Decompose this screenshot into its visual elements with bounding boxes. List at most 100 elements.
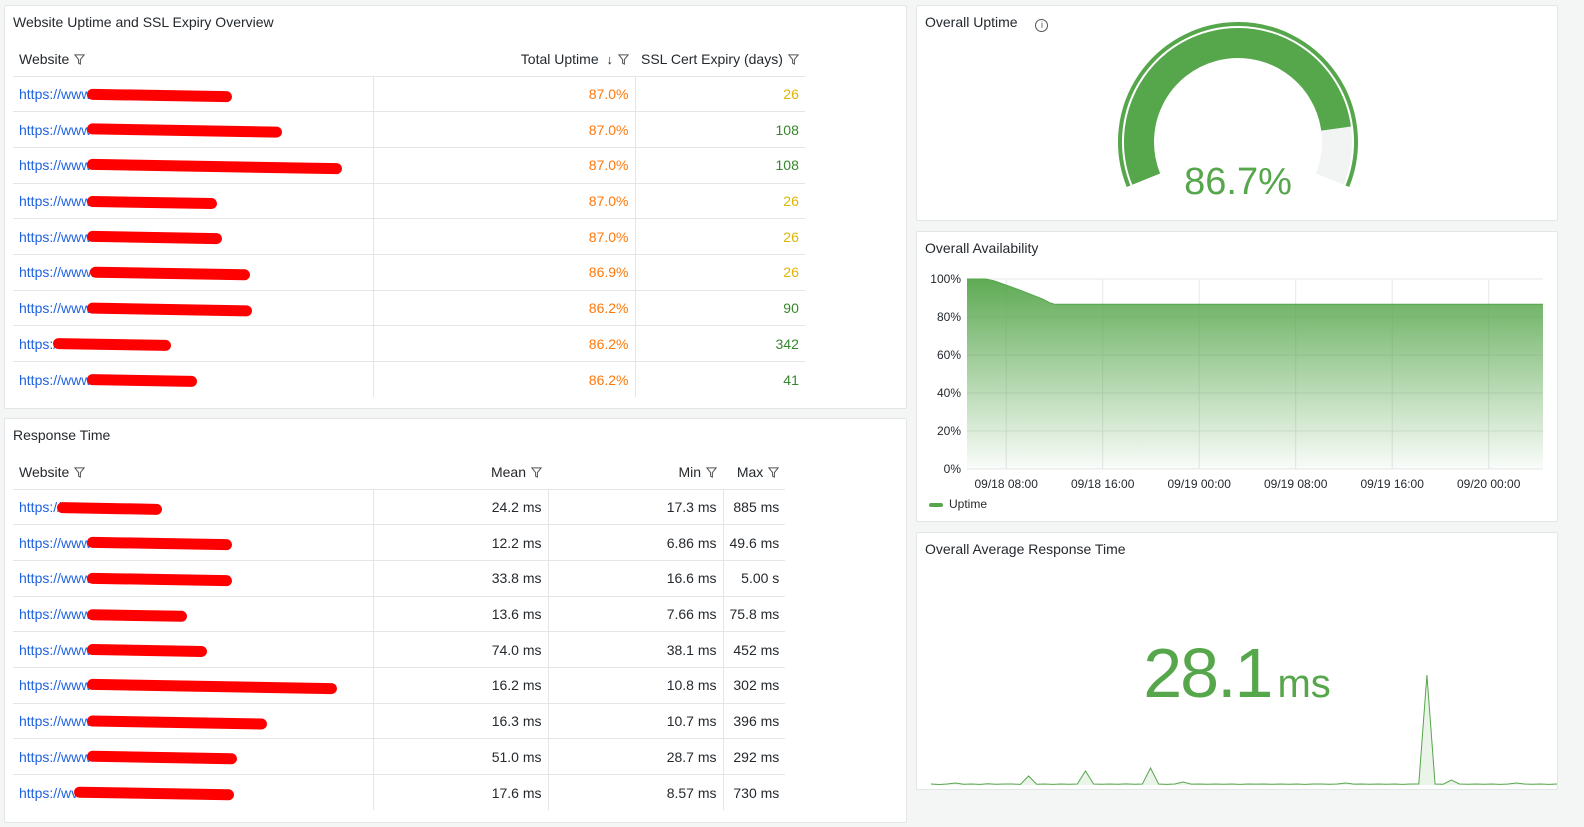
uptime-line — [967, 278, 1543, 305]
website-link[interactable]: https://www — [19, 712, 92, 729]
panel-title: Overall Average Response Time — [925, 541, 1126, 557]
header-label: Mean — [490, 464, 526, 481]
table-row: https://www 51.0 ms 28.7 ms 292 ms — [13, 738, 786, 775]
panel-title: Website Uptime and SSL Expiry Overview — [13, 14, 274, 30]
redaction-mark — [87, 572, 233, 587]
website-cell: https://www. — [13, 254, 373, 291]
website-link[interactable]: https://www. — [19, 264, 95, 281]
table-row: https://www 33.8 ms 16.6 ms 5.00 s — [13, 560, 786, 597]
column-header-ssl-expiry[interactable]: SSL Cert Expiry (days) — [635, 43, 805, 77]
website-link[interactable]: https://www — [19, 157, 92, 174]
column-header-min[interactable]: Min — [548, 456, 723, 490]
website-cell: https://www — [13, 738, 373, 775]
header-label: Total Uptime — [520, 51, 599, 68]
ssl-expiry-cell: 41 — [634, 361, 805, 398]
ssl-expiry-cell: 90 — [634, 290, 805, 327]
website-link[interactable]: https://www — [19, 371, 92, 388]
website-cell: https://wv — [13, 775, 373, 811]
table-row: https://www 16.2 ms 10.8 ms 302 ms — [13, 667, 786, 704]
website-cell: https://www — [13, 111, 373, 148]
gauge-value: 86.7% — [1184, 161, 1292, 203]
column-header-website[interactable]: Website — [13, 456, 373, 490]
ssl-expiry-cell: 26 — [634, 254, 805, 291]
gauge-threshold-arc — [1118, 22, 1358, 187]
website-link[interactable]: https://www — [19, 121, 92, 138]
redaction-mark — [87, 123, 283, 139]
min-cell: 10.7 ms — [547, 703, 723, 740]
panel-title-row: Overall Uptime i — [925, 14, 1049, 32]
website-link[interactable]: https://www — [19, 677, 92, 694]
redaction-mark — [87, 158, 343, 175]
uptime-cell: 87.0% — [372, 111, 635, 148]
min-cell: 38.1 ms — [547, 631, 723, 668]
column-header-total-uptime[interactable]: Total Uptime ↓ — [373, 43, 635, 77]
table-row: https://www 16.3 ms 10.7 ms 396 ms — [13, 703, 786, 740]
legend-label: Uptime — [949, 497, 988, 511]
min-cell: 6.86 ms — [547, 524, 723, 561]
redaction-mark — [87, 302, 253, 317]
redaction-mark — [87, 608, 188, 622]
info-icon[interactable]: i — [1035, 19, 1049, 32]
uptime-cell: 86.2% — [372, 325, 635, 362]
ssl-expiry-cell: 108 — [634, 147, 805, 184]
min-cell: 10.8 ms — [547, 667, 723, 704]
filter-icon[interactable] — [531, 467, 542, 479]
filter-icon[interactable] — [768, 467, 780, 479]
filter-icon[interactable] — [706, 467, 717, 479]
response-time-panel: Response Time Website Mean Min Max https… — [4, 418, 907, 823]
website-cell: https://www — [13, 290, 373, 327]
panel-title: Overall Availability — [925, 240, 1039, 256]
max-cell: 75.8 ms — [722, 596, 786, 633]
uptime-area — [967, 279, 1543, 469]
y-tick-label: 0% — [944, 462, 962, 476]
mean-cell: 16.2 ms — [372, 667, 548, 704]
table-row: https:/ 86.2% 342 — [13, 325, 805, 362]
website-link[interactable]: https://www — [19, 641, 92, 658]
website-cell: https://www — [13, 524, 373, 561]
filter-icon[interactable] — [618, 54, 629, 66]
filter-icon[interactable] — [74, 467, 86, 479]
table-row: https://www 86.2% 41 — [13, 361, 805, 398]
x-tick-label: 09/19 00:00 — [1168, 477, 1232, 491]
header-label: Min — [678, 464, 701, 481]
uptime-ssl-panel: Website Uptime and SSL Expiry Overview W… — [4, 5, 907, 409]
filter-icon[interactable] — [74, 54, 86, 66]
website-cell: https://www — [13, 183, 373, 220]
column-header-mean[interactable]: Mean — [373, 456, 548, 490]
website-link[interactable]: https:/ — [19, 335, 58, 352]
min-cell: 8.57 ms — [547, 774, 723, 811]
website-link[interactable]: https:// — [19, 498, 62, 515]
filter-icon[interactable] — [787, 54, 799, 66]
sort-desc-icon: ↓ — [606, 52, 614, 68]
redaction-mark — [87, 374, 198, 388]
website-link[interactable]: https://www — [19, 299, 92, 316]
column-header-website[interactable]: Website — [13, 43, 373, 77]
x-tick-label: 09/20 00:00 — [1457, 477, 1521, 491]
redaction-mark — [87, 231, 223, 245]
header-label: Max — [736, 464, 764, 481]
website-cell: https:// — [13, 489, 373, 526]
ssl-expiry-cell: 26 — [634, 218, 805, 255]
website-link[interactable]: https://www — [19, 85, 92, 102]
website-link[interactable]: https://www — [19, 605, 92, 622]
table-row: https://www. 86.9% 26 — [13, 254, 805, 291]
website-link[interactable]: https://www — [19, 192, 92, 209]
website-link[interactable]: https://www — [19, 570, 92, 587]
website-cell: https://www — [13, 596, 373, 633]
x-tick-label: 09/19 08:00 — [1264, 477, 1328, 491]
table-row: https://www 87.0% 26 — [13, 218, 805, 255]
website-cell: https:/ — [13, 325, 373, 362]
table-row: https://www 87.0% 108 — [13, 111, 805, 148]
website-link[interactable]: https://www — [19, 228, 92, 245]
min-cell: 7.66 ms — [547, 596, 723, 633]
website-link[interactable]: https://wv — [19, 784, 79, 801]
website-link[interactable]: https://www — [19, 534, 92, 551]
mean-cell: 74.0 ms — [372, 631, 548, 668]
column-header-max[interactable]: Max — [723, 456, 786, 490]
legend-item-uptime[interactable]: Uptime — [929, 497, 987, 511]
website-link[interactable]: https://www — [19, 748, 92, 765]
response-time-table: Website Mean Min Max https:// 24.2 ms 17… — [13, 456, 786, 811]
min-cell: 17.3 ms — [547, 489, 723, 526]
max-cell: 302 ms — [722, 667, 786, 704]
redaction-mark — [56, 501, 163, 515]
